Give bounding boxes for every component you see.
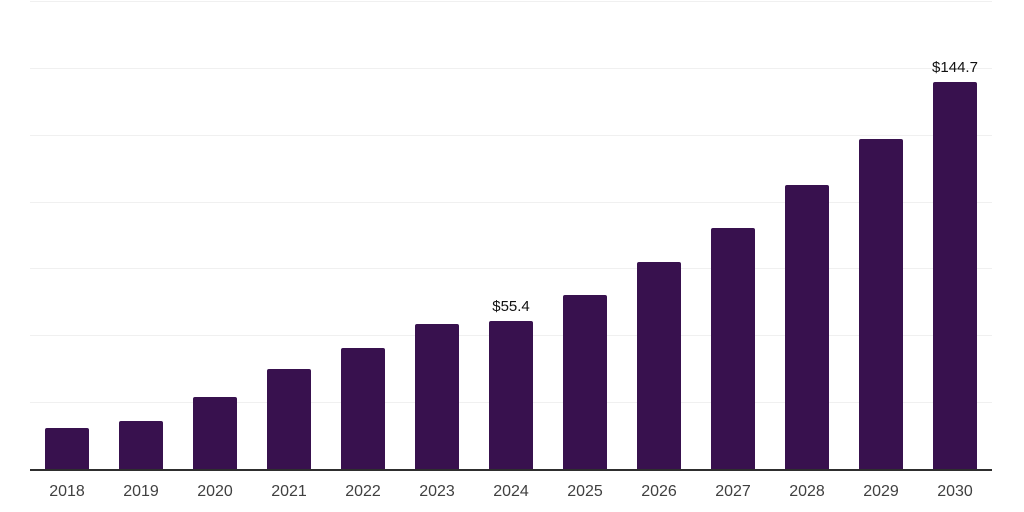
gridline [30, 0, 992, 2]
value-label-2030: $144.7 [932, 58, 978, 76]
bar-2022 [341, 347, 385, 469]
gridline [30, 268, 992, 270]
bar-2018 [45, 428, 89, 469]
bar-2019 [119, 421, 163, 469]
x-tick-2023: 2023 [419, 483, 455, 500]
bar-2029 [859, 138, 903, 469]
gridline [30, 201, 992, 203]
x-tick-2025: 2025 [567, 483, 603, 500]
x-tick-2029: 2029 [863, 483, 899, 500]
bar-2027 [711, 227, 755, 469]
x-tick-2030: 2030 [937, 483, 973, 500]
x-tick-2026: 2026 [641, 483, 677, 500]
bar-2023 [415, 323, 459, 469]
x-tick-2018: 2018 [49, 483, 85, 500]
bar-2024 [489, 320, 533, 469]
bar-2021 [267, 369, 311, 469]
bar-2028 [785, 185, 829, 469]
x-axis-line [30, 469, 992, 471]
gridline [30, 134, 992, 136]
bar-2026 [637, 262, 681, 469]
x-tick-2022: 2022 [345, 483, 381, 500]
x-tick-2028: 2028 [789, 483, 825, 500]
value-label-2024: $55.4 [492, 297, 530, 315]
gridline [30, 67, 992, 69]
x-tick-2020: 2020 [197, 483, 233, 500]
bar-2025 [563, 295, 607, 469]
bar-2030 [933, 81, 977, 469]
x-tick-2021: 2021 [271, 483, 307, 500]
x-tick-2019: 2019 [123, 483, 159, 500]
x-tick-2027: 2027 [715, 483, 751, 500]
bar-2020 [193, 397, 237, 469]
x-tick-2024: 2024 [493, 483, 529, 500]
